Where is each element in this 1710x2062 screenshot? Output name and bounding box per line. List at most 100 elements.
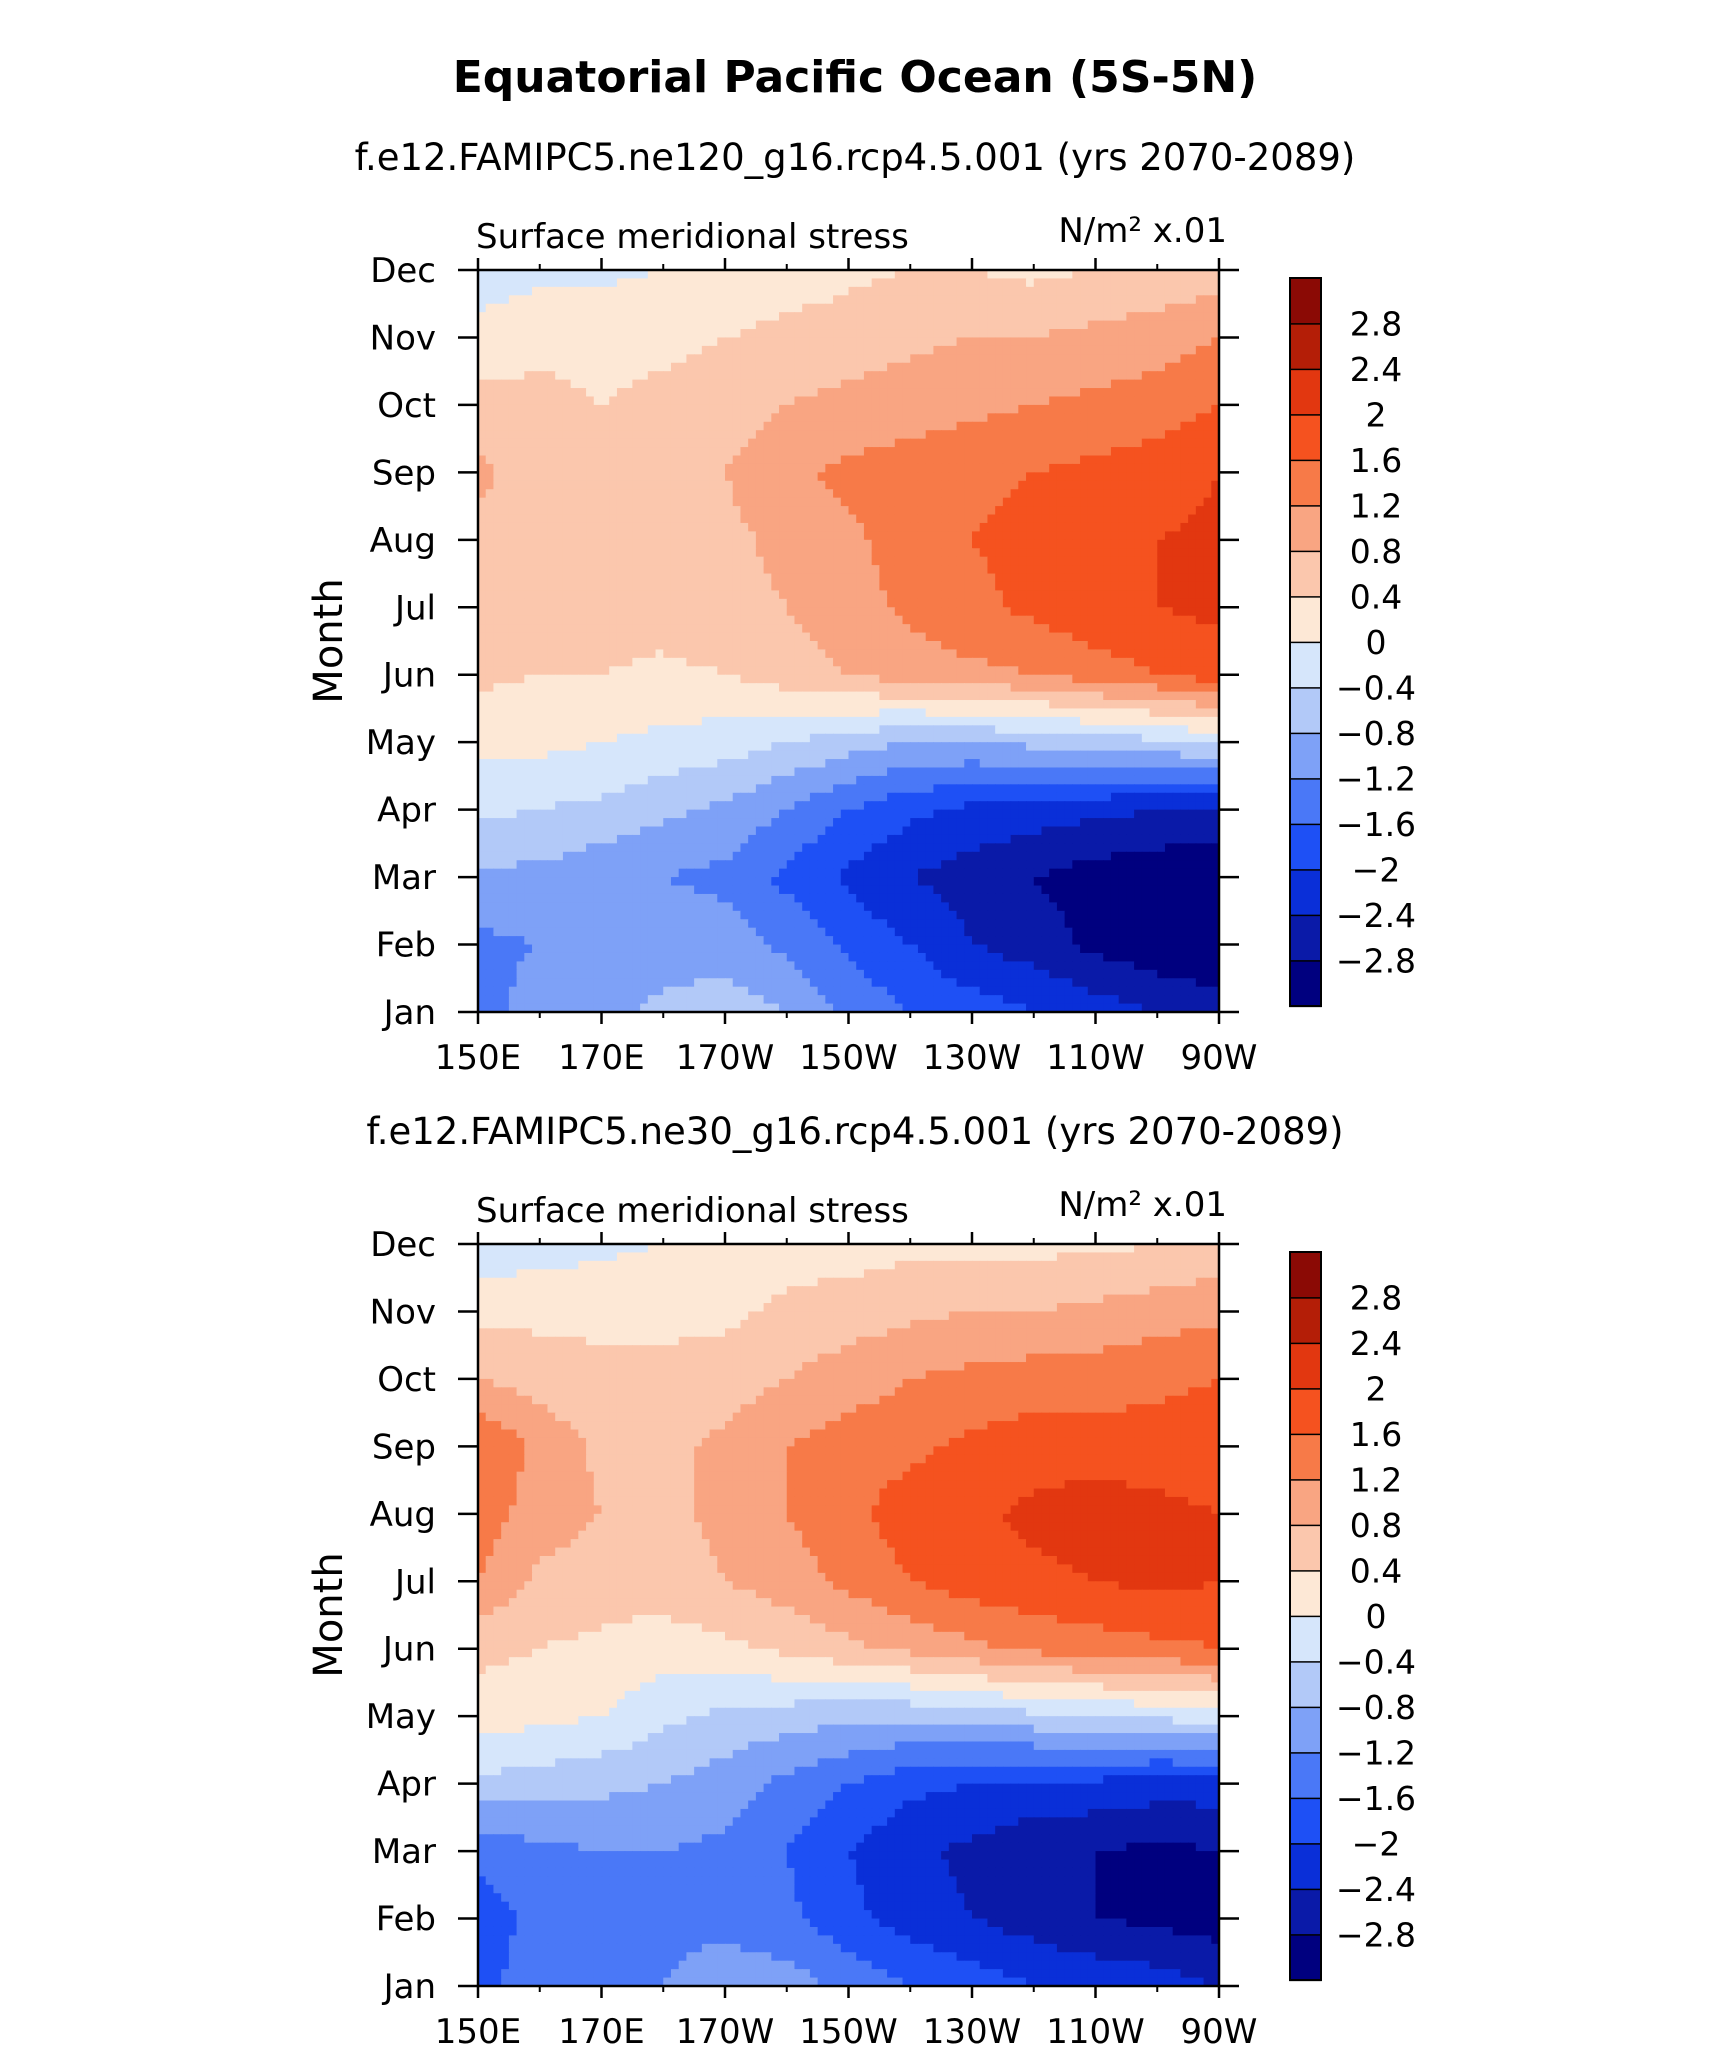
contour-cell <box>840 683 850 693</box>
contour-cell <box>902 548 911 558</box>
contour-panel-1: f.e12.FAMIPC5.ne120_g16.rcp4.5.001 (yrs … <box>306 136 1416 1078</box>
contour-cell <box>902 286 911 296</box>
contour-cell <box>647 463 657 473</box>
contour-cell <box>1103 413 1112 423</box>
contour-cell <box>694 480 703 490</box>
contour-cell <box>1126 624 1135 634</box>
contour-cell <box>887 345 896 355</box>
contour-cell <box>1095 404 1104 414</box>
contour-cell <box>740 295 749 305</box>
contour-cell <box>624 607 633 617</box>
contour-cell <box>748 480 757 490</box>
contour-cell <box>817 303 826 313</box>
contour-cell <box>647 396 657 406</box>
contour-cell <box>547 666 556 676</box>
contour-cell <box>562 447 572 457</box>
contour-cell <box>578 354 587 364</box>
contour-cell <box>1211 565 1220 575</box>
contour-cell <box>794 345 803 355</box>
contour-cell <box>1002 430 1012 440</box>
contour-cell <box>786 455 796 465</box>
contour-cell <box>655 489 664 499</box>
contour-cell <box>956 480 965 490</box>
contour-cell <box>1049 455 1058 465</box>
contour-cell <box>586 329 595 339</box>
contour-cell <box>493 388 502 398</box>
contour-cell <box>871 598 880 608</box>
contour-cell <box>1157 581 1166 592</box>
contour-cell <box>871 480 880 490</box>
contour-cell <box>972 649 981 659</box>
contour-cell <box>732 573 742 583</box>
contour-cell <box>1141 286 1151 296</box>
contour-cell <box>1080 438 1089 448</box>
contour-cell <box>941 691 950 701</box>
contour-cell <box>748 295 757 305</box>
contour-cell <box>678 472 688 482</box>
contour-cell <box>1195 421 1205 431</box>
contour-cell <box>516 362 525 372</box>
contour-cell <box>755 379 765 389</box>
contour-cell <box>995 565 1004 575</box>
contour-cell <box>624 615 633 625</box>
contour-cell <box>1018 362 1027 372</box>
contour-cell <box>1157 421 1166 431</box>
contour-cell <box>1049 607 1058 617</box>
contour-cell <box>740 438 749 448</box>
contour-cell <box>508 506 518 516</box>
contour-cell <box>516 573 525 583</box>
contour-cell <box>964 320 973 330</box>
contour-cell <box>1157 489 1166 499</box>
contour-cell <box>871 337 880 347</box>
contour-cell <box>1164 455 1174 465</box>
contour-cell <box>1026 480 1035 490</box>
contour-cell <box>987 345 996 355</box>
contour-cell <box>1157 447 1166 457</box>
contour-cell <box>501 345 510 355</box>
contour-cell <box>1049 556 1058 566</box>
contour-cell <box>1126 632 1135 642</box>
contour-cell <box>1049 480 1058 490</box>
contour-cell <box>578 641 587 651</box>
contour-cell <box>493 337 502 347</box>
contour-cell <box>917 312 927 322</box>
contour-cell <box>871 312 880 322</box>
contour-cell <box>1064 463 1073 473</box>
contour-cell <box>755 615 765 625</box>
contour-cell <box>941 632 950 642</box>
contour-cell <box>848 539 857 549</box>
contour-cell <box>516 329 525 339</box>
contour-cell <box>871 303 880 313</box>
contour-cell <box>601 480 610 490</box>
contour-cell <box>1064 362 1073 372</box>
contour-cell <box>1118 329 1127 339</box>
contour-cell <box>670 455 680 465</box>
contour-cell <box>1002 674 1012 684</box>
contour-cell <box>647 590 657 600</box>
contour-cell <box>1126 607 1135 617</box>
contour-cell <box>1087 649 1097 659</box>
contour-cell <box>1049 649 1058 659</box>
contour-cell <box>609 320 618 330</box>
contour-cell <box>1002 354 1012 364</box>
contour-cell <box>1126 472 1135 482</box>
contour-cell <box>1072 649 1081 659</box>
contour-cell <box>663 539 672 549</box>
contour-cell <box>979 674 989 684</box>
contour-cell <box>956 590 965 600</box>
contour-cell <box>910 598 919 608</box>
contour-cell <box>856 480 865 490</box>
contour-cell <box>794 497 803 507</box>
contour-cell <box>539 438 549 448</box>
contour-cell <box>647 472 657 482</box>
contour-cell <box>485 480 495 490</box>
contour-cell <box>717 388 726 398</box>
contour-cell <box>1172 413 1182 423</box>
contour-cell <box>979 522 989 532</box>
contour-cell <box>887 480 896 490</box>
contour-cell <box>863 624 873 634</box>
contour-cell <box>802 615 811 625</box>
contour-cell <box>856 438 865 448</box>
contour-cell <box>1002 632 1012 642</box>
contour-cell <box>709 388 718 398</box>
